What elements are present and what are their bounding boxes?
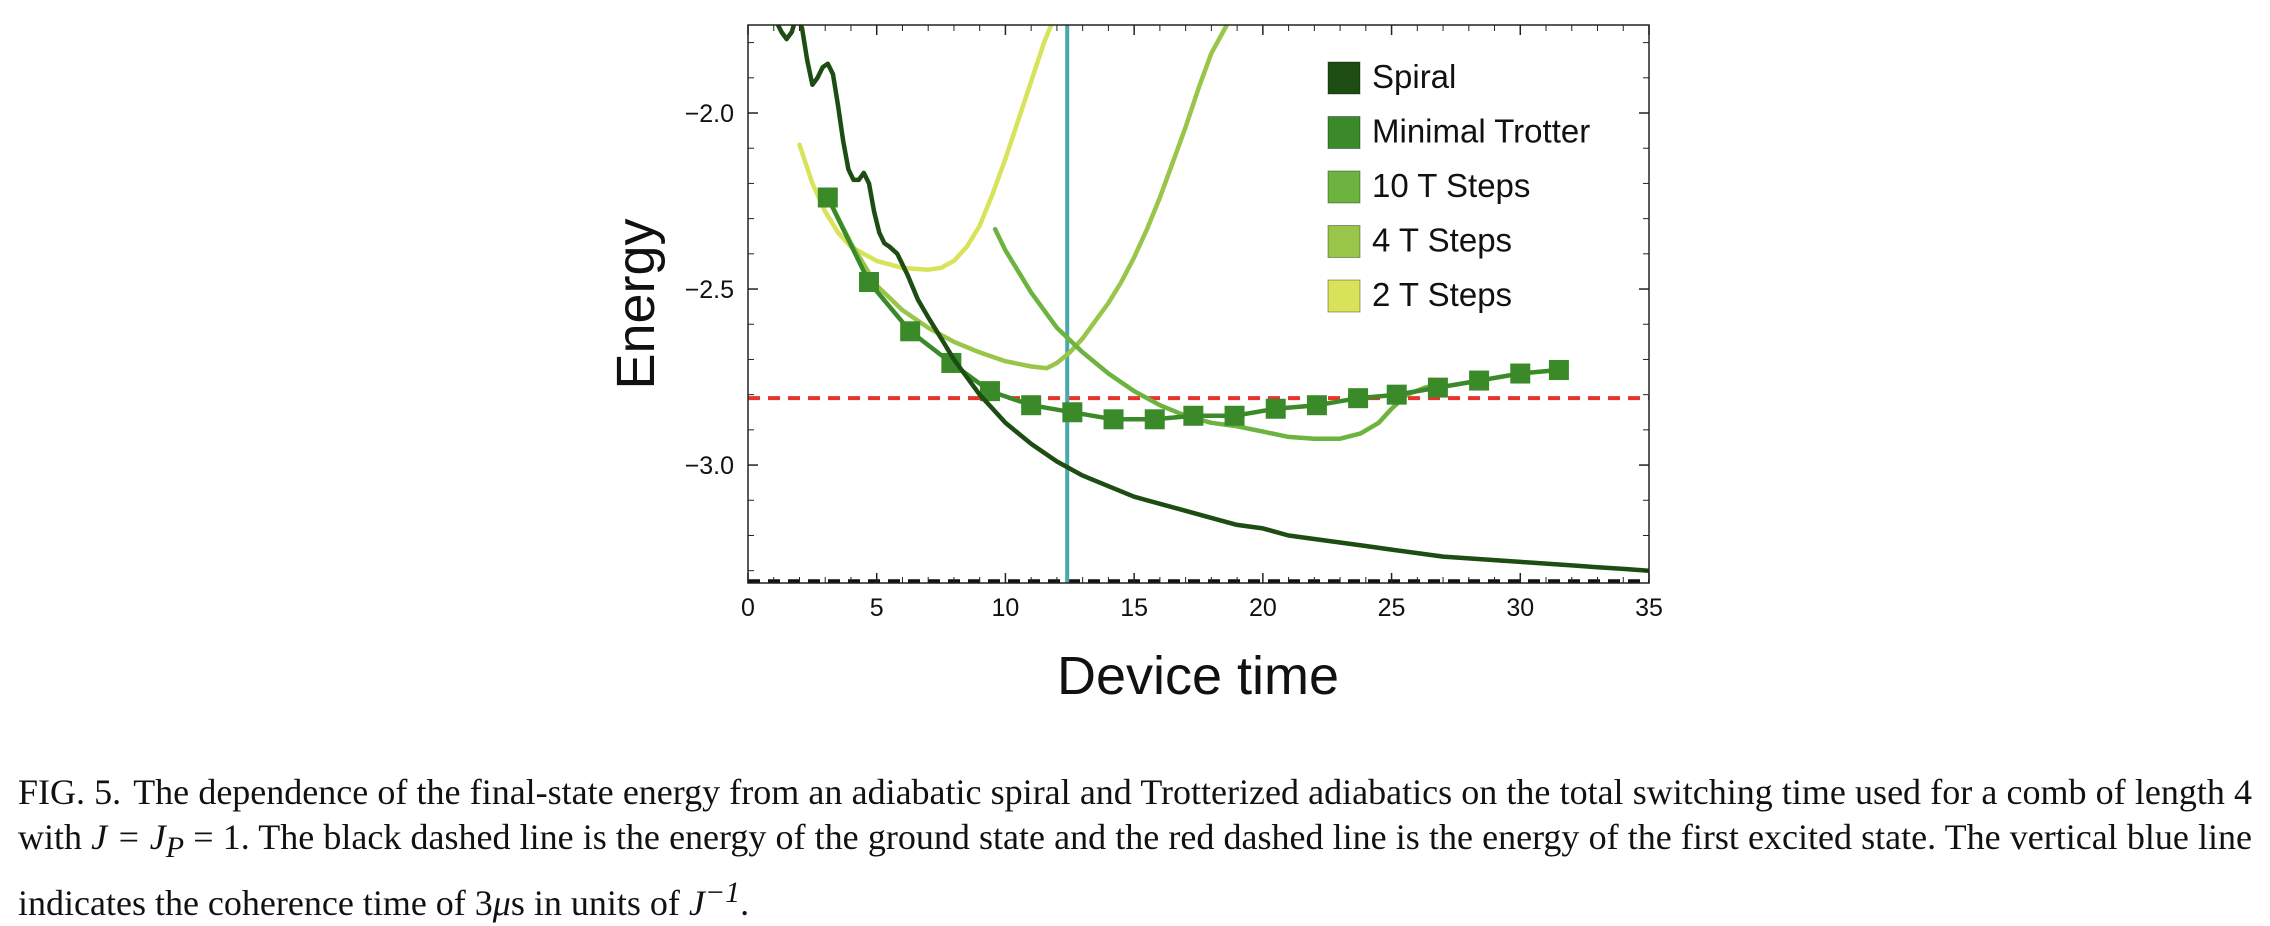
legend-swatch [1327,170,1361,204]
data-point-marker [900,321,921,342]
caption-segment: P [165,831,185,865]
legend-item: 10 T Steps [1327,167,1530,204]
caption-label: FIG. 5. [18,772,122,812]
caption-segment: . [740,883,750,924]
legend-label: 10 T Steps [1372,167,1530,204]
series-line-2-t-steps [797,25,1054,272]
legend-swatch [1327,116,1361,149]
legend-item: Minimal Trotter [1327,113,1590,150]
caption-segment: J [688,883,705,924]
data-point-marker [1348,388,1369,409]
plot-frame [747,24,1650,584]
legend-swatch [1327,61,1361,95]
legend: Spiral Minimal Trotter 10 T Steps 4 T Steps… [1327,58,1590,313]
data-point-marker [1021,395,1042,416]
y-tick-label: −3.0 [685,452,734,480]
x-tick-label: 0 [741,594,755,622]
x-tick-label: 15 [1120,594,1148,622]
series-line-10-t-steps [992,226,1446,441]
x-tick-label: 35 [1635,594,1663,622]
legend-label: Spiral [1372,58,1456,95]
data-point-marker [1386,384,1407,405]
figure-caption: FIG. 5. The dependence of the final-state… [18,770,2252,926]
data-point-marker [1144,409,1165,430]
data-point-marker [1306,395,1327,416]
legend-swatch [1327,225,1361,258]
legend-label: Minimal Trotter [1372,113,1590,150]
caption-segment: The dependence of the final-state energy… [18,772,2252,857]
data-point-marker [817,187,838,208]
data-point-marker [1224,405,1245,426]
caption-segment: J = J [91,817,166,857]
series-line-spiral [775,25,1649,573]
caption-segment: s in units of [510,883,689,924]
data-point-marker [1062,402,1083,423]
caption-segment: −1 [704,876,741,910]
series-line-4-t-steps [825,25,1230,371]
data-point-marker [1469,370,1490,391]
x-tick-label: 5 [870,594,884,622]
x-tick-label: 30 [1506,594,1534,622]
legend-label: 4 T Steps [1372,222,1512,259]
legend-item: 2 T Steps [1327,276,1512,313]
data-point-marker [1510,363,1531,384]
y-tick-label: −2.5 [685,276,734,304]
plot-area [748,25,1649,583]
caption-text: The dependence of the final-state energy… [18,772,2252,923]
data-point-marker [941,352,962,373]
data-point-marker [979,381,1000,402]
x-tick-label: 10 [992,594,1020,622]
data-point-marker [1183,405,1204,426]
data-point-marker [1265,398,1286,419]
data-point-marker [1427,377,1448,398]
x-axis-label: Device time [1057,646,1339,706]
axes: 0 5 10 15 20 25 30 35 −2.0 −2.5 −3.0 [685,25,1663,622]
x-tick-label: 20 [1249,594,1277,622]
data-point-marker [858,271,879,292]
legend-swatch [1327,279,1361,313]
caption-segment: = 1. The black dashed line is the energy… [18,817,2252,924]
data-point-marker [1548,360,1569,381]
caption-segment: μ [492,883,511,924]
legend-label: 2 T Steps [1372,276,1512,313]
y-tick-label: −2.0 [685,100,734,128]
y-axis-label: Energy [606,218,666,389]
data-point-marker [1103,409,1124,430]
legend-item: 4 T Steps [1327,222,1512,259]
legend-item: Spiral [1327,58,1456,95]
x-tick-label: 25 [1378,594,1406,622]
energy-chart: 0 5 10 15 20 25 30 35 −2.0 −2.5 −3.0 Spiral Minimal… [606,24,1663,706]
